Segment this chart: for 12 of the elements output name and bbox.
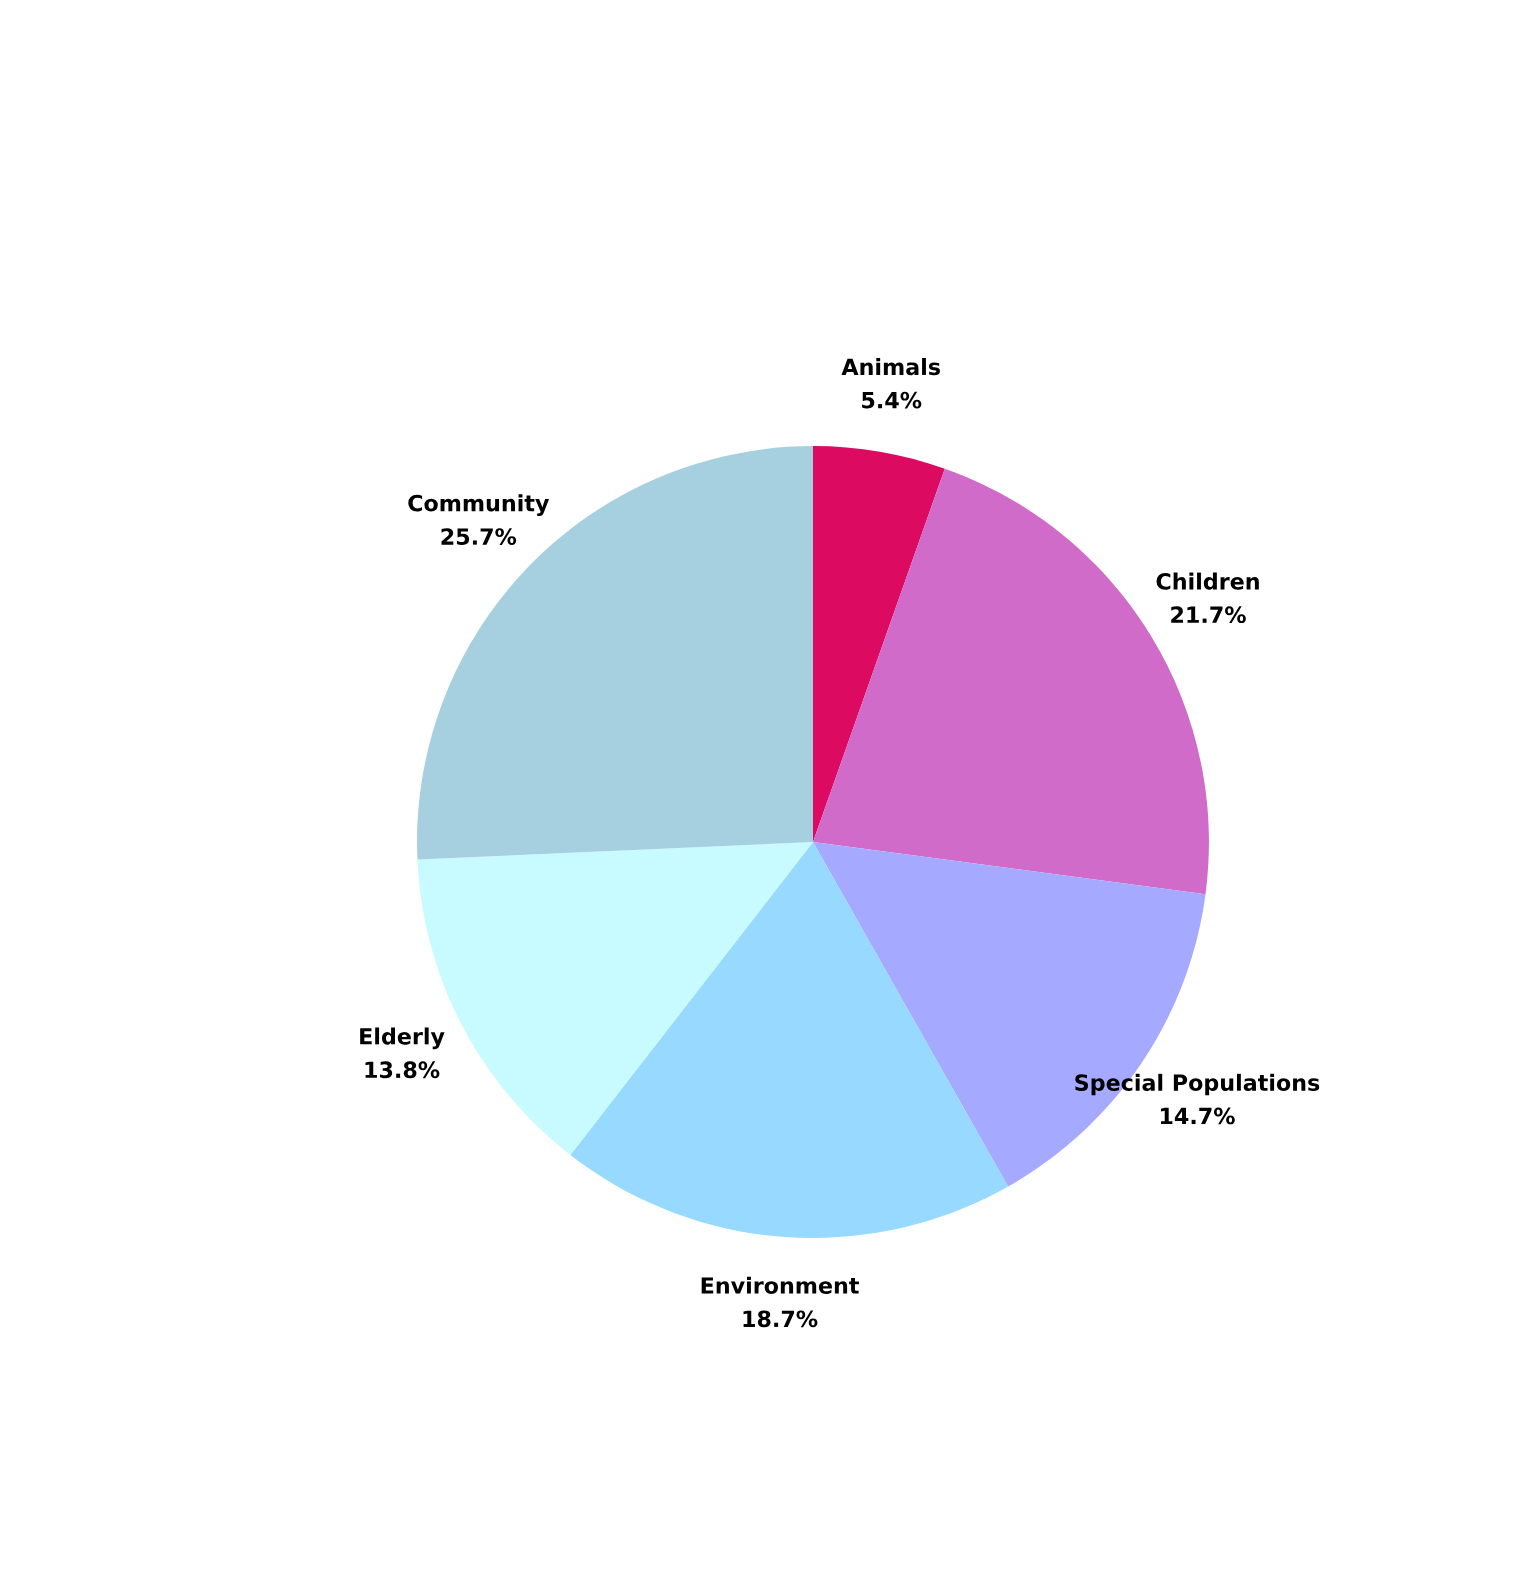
data-label: 13.8% (365, 1061, 440, 1079)
data-label: 25.7% (441, 528, 517, 545)
slice-label: Special Populations (1075, 1073, 1320, 1096)
slice-label: Animals (841, 358, 940, 376)
slice-label: Environment (701, 1276, 859, 1294)
data-label: 18.7% (743, 1310, 818, 1328)
slice-label: Community (408, 494, 550, 516)
slice-label: Elderly (360, 1027, 445, 1050)
slice-label: Children (1156, 572, 1259, 590)
data-label: 14.7% (1160, 1107, 1235, 1125)
data-label: 21.7% (1171, 606, 1246, 624)
data-label: 5.4% (862, 391, 922, 409)
